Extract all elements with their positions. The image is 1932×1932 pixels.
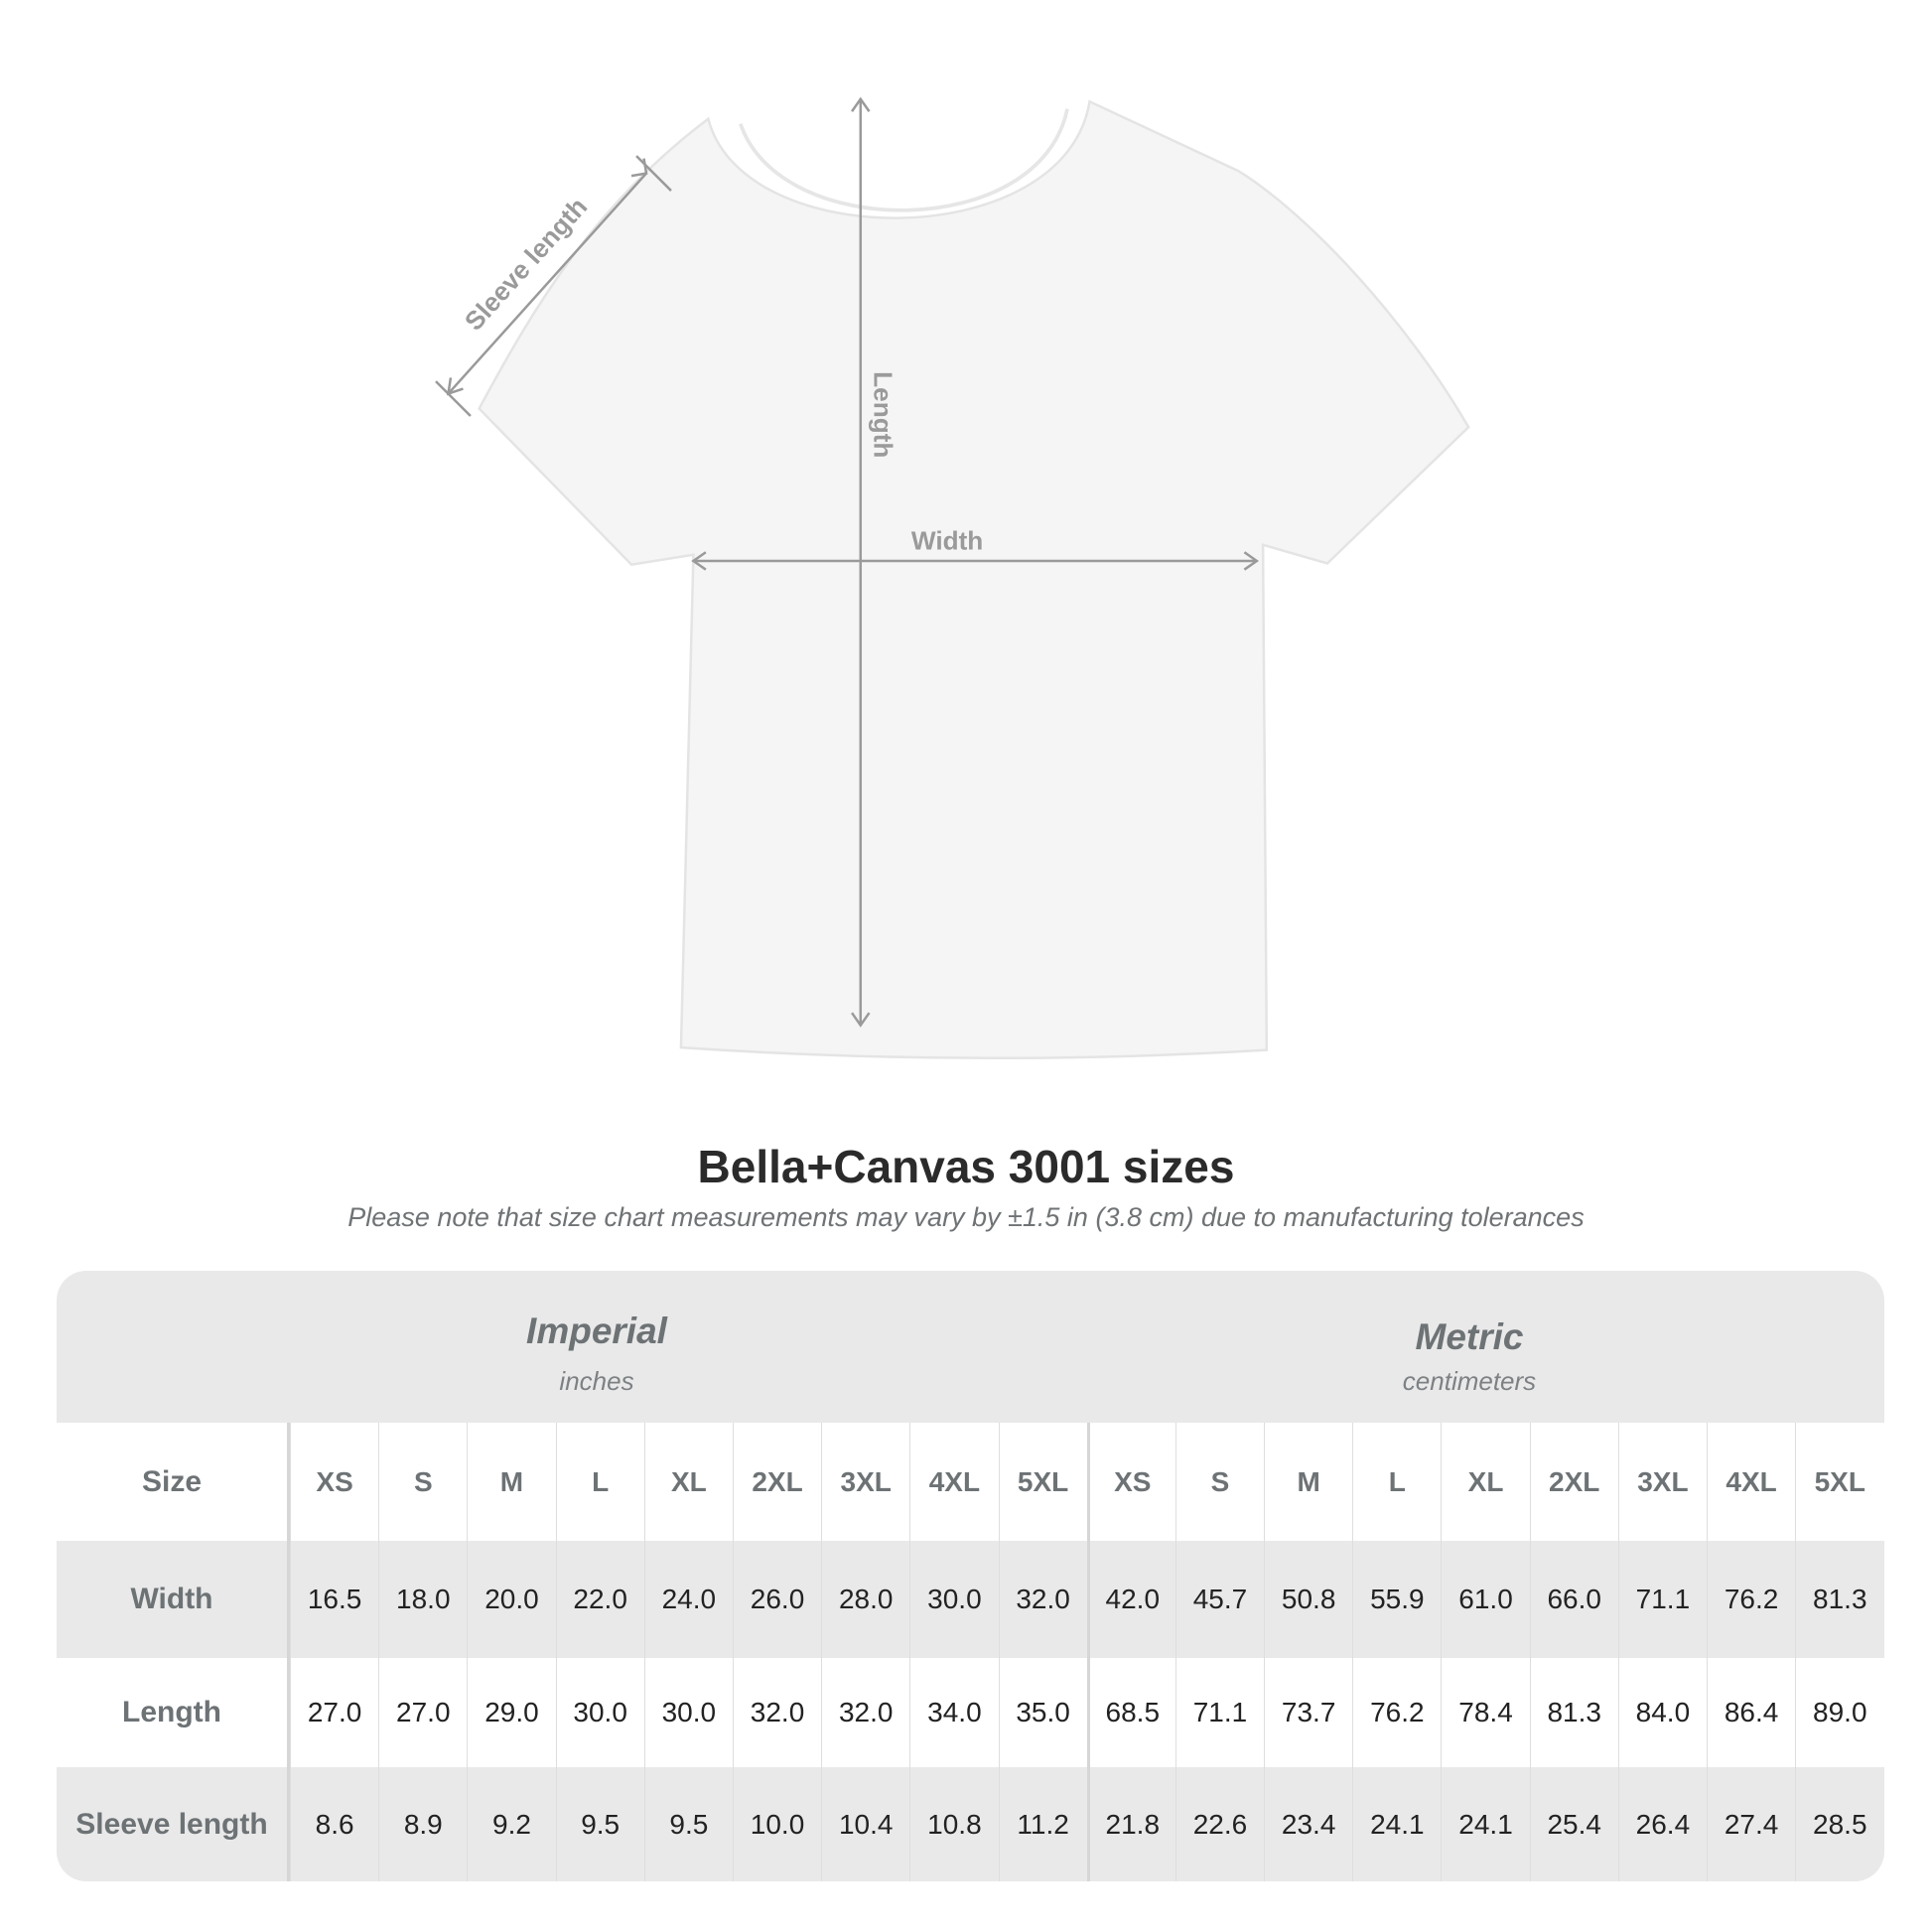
size-label: Size <box>57 1423 290 1541</box>
value-cell: 9.5 <box>643 1767 733 1881</box>
value-cell: 76.2 <box>1352 1658 1441 1767</box>
value-cell: 8.6 <box>290 1767 378 1881</box>
size-header-cell: 3XL <box>1617 1423 1707 1541</box>
value-cell: 71.1 <box>1174 1658 1264 1767</box>
value-cell: 11.2 <box>998 1767 1087 1881</box>
tshirt-image <box>478 99 1470 1059</box>
size-header-cell: 2XL <box>732 1423 821 1541</box>
value-cell: 28.5 <box>1795 1767 1883 1881</box>
value-cell: 27.4 <box>1707 1767 1795 1881</box>
value-cell: 34.0 <box>909 1658 998 1767</box>
value-cell: 78.4 <box>1441 1658 1529 1767</box>
imperial-unit: inches <box>559 1366 634 1396</box>
imperial-title: Imperial <box>526 1311 667 1351</box>
value-cell: 32.0 <box>821 1658 909 1767</box>
value-cell: 84.0 <box>1617 1658 1707 1767</box>
value-cell: 32.0 <box>998 1541 1087 1658</box>
value-cell: 24.1 <box>1352 1767 1441 1881</box>
value-cell: 81.3 <box>1795 1541 1883 1658</box>
value-cell: 61.0 <box>1441 1541 1529 1658</box>
value-cell: 10.8 <box>909 1767 998 1881</box>
value-cell: 71.1 <box>1617 1541 1707 1658</box>
size-header-cell: M <box>1264 1423 1352 1541</box>
length-label: Length <box>868 371 897 458</box>
page-title: Bella+Canvas 3001 sizes <box>697 1141 1235 1192</box>
value-cell: 66.0 <box>1529 1541 1618 1658</box>
size-header-cell: 5XL <box>1795 1423 1883 1541</box>
sleeve-length-arrow <box>435 155 672 417</box>
metric-header: Metric centimeters <box>1172 1316 1767 1397</box>
value-cell: 32.0 <box>732 1658 821 1767</box>
size-header-cell: M <box>467 1423 555 1541</box>
size-header-cell: 4XL <box>909 1423 998 1541</box>
value-cell: 27.0 <box>378 1658 467 1767</box>
size-header-cell: XL <box>1441 1423 1529 1541</box>
size-header-cell: 4XL <box>1707 1423 1795 1541</box>
value-cell: 30.0 <box>909 1541 998 1658</box>
tshirt-diagram: Length Width Sleeve length <box>435 96 1470 1059</box>
value-cell: 20.0 <box>467 1541 555 1658</box>
width-arrow <box>691 551 1260 571</box>
value-cell: 27.0 <box>290 1658 378 1767</box>
row-label: Sleeve length <box>57 1767 290 1881</box>
size-row: Size XS S M L XL 2XL 3XL 4XL 5XL XS S M L XL 2XL 3XL 4XL… <box>57 1423 1884 1541</box>
value-cell: 86.4 <box>1707 1658 1795 1767</box>
metric-title: Metric <box>1415 1316 1524 1357</box>
size-header-cell: 2XL <box>1529 1423 1618 1541</box>
value-cell: 55.9 <box>1352 1541 1441 1658</box>
value-cell: 89.0 <box>1795 1658 1883 1767</box>
value-cell: 9.2 <box>467 1767 555 1881</box>
unit-header: Imperial inches Metric centimeters <box>57 1271 1884 1423</box>
value-cell: 45.7 <box>1174 1541 1264 1658</box>
size-header-cell: XL <box>643 1423 733 1541</box>
value-cell: 10.0 <box>732 1767 821 1881</box>
value-cell: 73.7 <box>1264 1658 1352 1767</box>
size-header-cell: S <box>1174 1423 1264 1541</box>
value-cell: 68.5 <box>1086 1658 1175 1767</box>
row-label: Length <box>57 1658 290 1767</box>
table-row: Length 27.0 27.0 29.0 30.0 30.0 32.0 32.0 34.0 35… <box>57 1658 1884 1767</box>
size-header-cell: XS <box>290 1423 378 1541</box>
value-cell: 26.0 <box>732 1541 821 1658</box>
value-cell: 18.0 <box>378 1541 467 1658</box>
tolerance-note: Please note that size chart measurements… <box>347 1202 1585 1232</box>
value-cell: 10.4 <box>821 1767 909 1881</box>
value-cell: 25.4 <box>1529 1767 1618 1881</box>
value-cell: 42.0 <box>1086 1541 1175 1658</box>
value-cell: 24.1 <box>1441 1767 1529 1881</box>
width-label: Width <box>911 526 983 556</box>
value-cell: 22.6 <box>1174 1767 1264 1881</box>
size-header-cell: S <box>378 1423 467 1541</box>
value-cell: 28.0 <box>821 1541 909 1658</box>
table-row: Width 16.5 18.0 20.0 22.0 24.0 26.0 28.0 30.0 32.… <box>57 1541 1884 1658</box>
value-cell: 50.8 <box>1264 1541 1352 1658</box>
value-cell: 21.8 <box>1086 1767 1175 1881</box>
value-cell: 26.4 <box>1617 1767 1707 1881</box>
value-cell: 35.0 <box>998 1658 1087 1767</box>
value-cell: 29.0 <box>467 1658 555 1767</box>
value-cell: 9.5 <box>555 1767 644 1881</box>
size-table: Imperial inches Metric centimeters Size … <box>57 1271 1884 1881</box>
table-row: Sleeve length 8.6 8.9 9.2 9.5 9.5 10.0 10.4 10.8… <box>57 1767 1884 1881</box>
value-cell: 30.0 <box>643 1658 733 1767</box>
value-cell: 30.0 <box>555 1658 644 1767</box>
metric-unit: centimeters <box>1402 1366 1537 1396</box>
value-cell: 16.5 <box>290 1541 378 1658</box>
value-cell: 8.9 <box>378 1767 467 1881</box>
size-header-cell: L <box>555 1423 644 1541</box>
row-label: Width <box>57 1541 290 1658</box>
value-cell: 24.0 <box>643 1541 733 1658</box>
size-header-cell: XS <box>1086 1423 1175 1541</box>
imperial-header: Imperial inches <box>299 1311 895 1397</box>
size-header-cell: 3XL <box>821 1423 909 1541</box>
value-cell: 81.3 <box>1529 1658 1618 1767</box>
value-cell: 22.0 <box>555 1541 644 1658</box>
size-header-cell: L <box>1352 1423 1441 1541</box>
value-cell: 76.2 <box>1707 1541 1795 1658</box>
value-cell: 23.4 <box>1264 1767 1352 1881</box>
size-header-cell: 5XL <box>998 1423 1087 1541</box>
